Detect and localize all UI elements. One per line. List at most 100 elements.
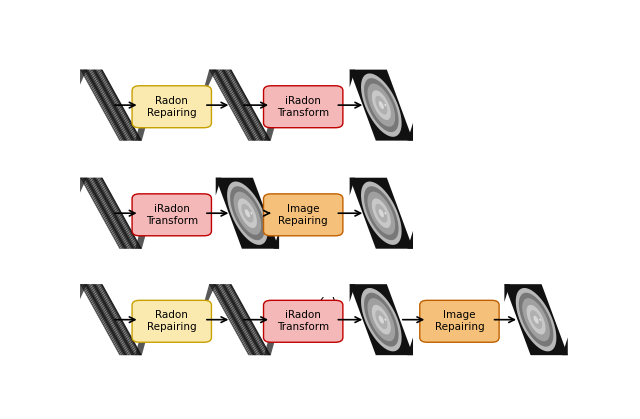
Polygon shape (245, 209, 250, 217)
Polygon shape (519, 293, 554, 347)
Polygon shape (86, 70, 125, 141)
Polygon shape (218, 284, 257, 355)
Polygon shape (219, 284, 259, 355)
Polygon shape (349, 70, 413, 141)
Polygon shape (504, 284, 568, 355)
FancyBboxPatch shape (132, 194, 211, 236)
Polygon shape (99, 178, 138, 249)
Polygon shape (81, 70, 122, 141)
Polygon shape (220, 70, 260, 141)
Polygon shape (100, 178, 140, 249)
Polygon shape (375, 310, 387, 329)
Polygon shape (385, 104, 386, 106)
Polygon shape (228, 70, 269, 141)
Polygon shape (209, 70, 271, 141)
Polygon shape (83, 284, 123, 355)
Polygon shape (211, 70, 250, 141)
Polygon shape (375, 96, 387, 114)
Polygon shape (88, 70, 129, 141)
FancyBboxPatch shape (132, 300, 211, 342)
Polygon shape (204, 70, 216, 91)
Text: (b): (b) (318, 197, 338, 210)
Polygon shape (349, 178, 355, 195)
Polygon shape (84, 284, 124, 355)
Polygon shape (101, 178, 141, 249)
Polygon shape (213, 284, 253, 355)
Polygon shape (385, 319, 386, 321)
Polygon shape (97, 284, 137, 355)
Polygon shape (385, 212, 386, 215)
Polygon shape (92, 178, 131, 249)
Polygon shape (251, 212, 252, 214)
Polygon shape (372, 305, 391, 334)
Polygon shape (86, 284, 125, 355)
Polygon shape (251, 212, 252, 215)
Text: Radon
Repairing: Radon Repairing (147, 96, 196, 118)
Polygon shape (74, 178, 87, 199)
Polygon shape (504, 284, 510, 302)
Polygon shape (88, 284, 129, 355)
Polygon shape (364, 78, 399, 132)
Polygon shape (230, 186, 265, 240)
Polygon shape (367, 191, 395, 235)
Polygon shape (74, 284, 87, 305)
Polygon shape (209, 284, 271, 355)
Polygon shape (230, 284, 270, 355)
Polygon shape (234, 191, 261, 235)
Polygon shape (80, 178, 142, 249)
Polygon shape (522, 298, 550, 341)
Polygon shape (86, 178, 125, 249)
Text: (a): (a) (318, 297, 338, 310)
Polygon shape (95, 70, 136, 141)
Text: iRadon
Transform: iRadon Transform (277, 310, 329, 332)
Polygon shape (238, 198, 257, 228)
Polygon shape (264, 119, 276, 141)
Text: Image
Repairing: Image Repairing (278, 204, 328, 225)
Polygon shape (212, 284, 252, 355)
Polygon shape (273, 231, 279, 249)
Polygon shape (227, 284, 268, 355)
Polygon shape (93, 284, 132, 355)
Polygon shape (385, 212, 386, 214)
Polygon shape (367, 298, 395, 341)
Polygon shape (530, 310, 542, 329)
Polygon shape (84, 178, 124, 249)
Polygon shape (540, 318, 541, 321)
Polygon shape (87, 178, 127, 249)
Polygon shape (215, 70, 255, 141)
Polygon shape (408, 231, 413, 249)
Polygon shape (100, 284, 140, 355)
Polygon shape (90, 70, 130, 141)
Polygon shape (100, 70, 140, 141)
Text: iRadon
Transform: iRadon Transform (146, 204, 198, 225)
Polygon shape (212, 70, 252, 141)
Polygon shape (99, 70, 138, 141)
FancyBboxPatch shape (420, 300, 499, 342)
FancyBboxPatch shape (264, 86, 343, 128)
Polygon shape (227, 181, 268, 245)
Polygon shape (349, 284, 355, 302)
Polygon shape (527, 305, 545, 334)
Polygon shape (80, 284, 142, 355)
Polygon shape (216, 178, 279, 249)
Polygon shape (92, 70, 131, 141)
Polygon shape (361, 288, 402, 352)
Polygon shape (94, 284, 134, 355)
Polygon shape (97, 70, 137, 141)
Polygon shape (218, 70, 257, 141)
Polygon shape (80, 70, 120, 141)
Polygon shape (219, 70, 259, 141)
Polygon shape (93, 178, 132, 249)
Polygon shape (99, 284, 138, 355)
Polygon shape (227, 70, 268, 141)
Polygon shape (220, 284, 260, 355)
Polygon shape (372, 198, 391, 228)
Polygon shape (90, 284, 130, 355)
Polygon shape (135, 228, 148, 249)
Polygon shape (361, 73, 402, 137)
Polygon shape (80, 178, 120, 249)
Polygon shape (83, 70, 123, 141)
Polygon shape (94, 70, 134, 141)
Polygon shape (562, 337, 568, 355)
Polygon shape (83, 178, 123, 249)
